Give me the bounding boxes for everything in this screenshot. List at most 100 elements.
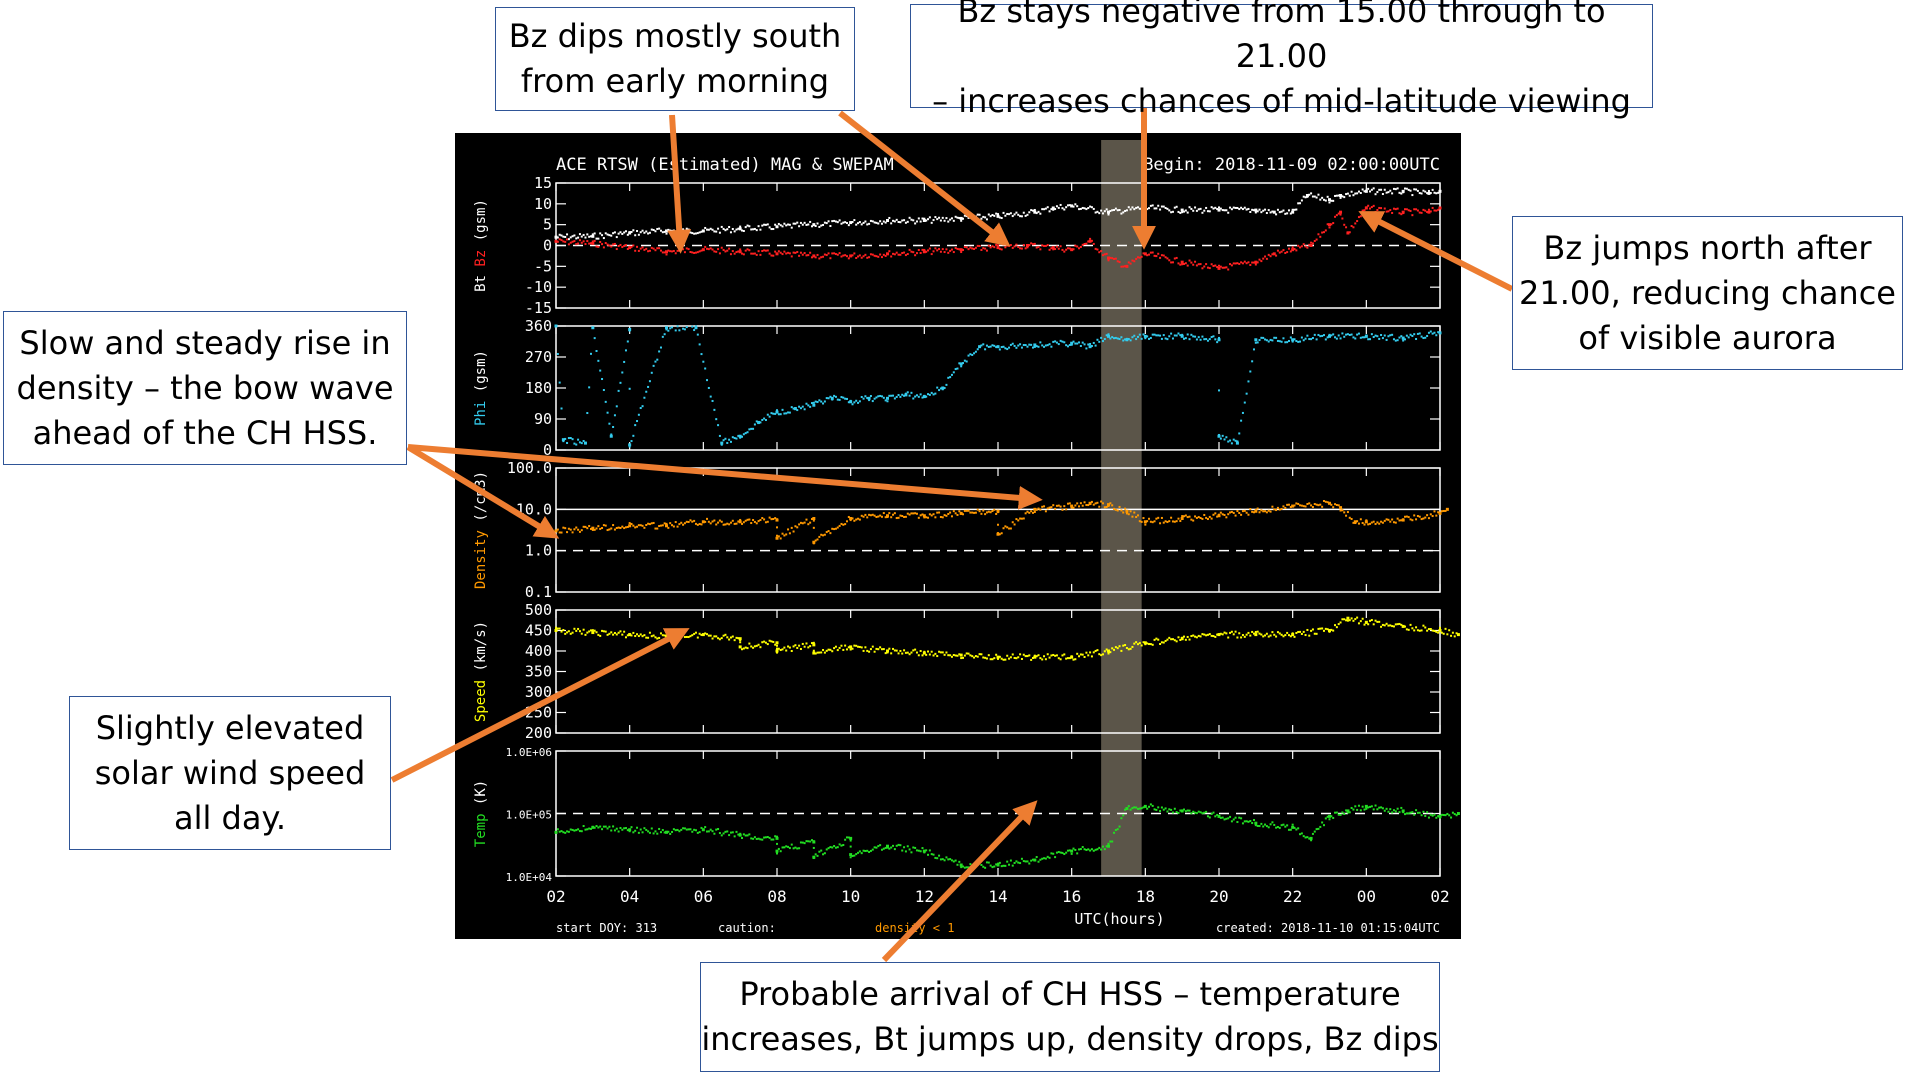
scatter-dot bbox=[831, 846, 834, 849]
scatter-dot bbox=[772, 412, 775, 415]
scatter-dot bbox=[706, 830, 709, 833]
scatter-dot bbox=[1205, 634, 1208, 637]
scatter-dot bbox=[941, 516, 944, 519]
scatter-dot bbox=[1030, 343, 1033, 346]
scatter-dot bbox=[903, 219, 906, 222]
scatter-dot bbox=[1028, 511, 1031, 514]
scatter-dot bbox=[779, 850, 782, 853]
scatter-dot bbox=[1405, 628, 1408, 631]
scatter-dot bbox=[825, 254, 828, 257]
scatter-dot bbox=[862, 515, 865, 518]
scatter-dot bbox=[558, 233, 561, 236]
scatter-dot bbox=[1052, 208, 1055, 211]
scatter-dot bbox=[1230, 820, 1233, 823]
scatter-dot bbox=[1229, 263, 1232, 266]
scatter-dot bbox=[1151, 251, 1154, 254]
data-point bbox=[1070, 849, 1074, 853]
scatter-dot bbox=[1394, 188, 1397, 191]
scatter-dot bbox=[588, 524, 591, 527]
scatter-dot bbox=[873, 254, 876, 257]
scatter-dot bbox=[1422, 810, 1425, 813]
scatter-dot bbox=[1370, 805, 1373, 808]
scatter-dot bbox=[1155, 334, 1158, 337]
scatter-dot bbox=[1313, 333, 1316, 336]
scatter-dot bbox=[823, 651, 826, 654]
scatter-dot bbox=[1302, 630, 1305, 633]
data-point bbox=[1309, 244, 1313, 247]
scatter-dot bbox=[1214, 815, 1217, 818]
scatter-dot bbox=[1276, 825, 1279, 828]
scatter-dot bbox=[1043, 345, 1046, 348]
scatter-dot bbox=[919, 514, 922, 517]
scatter-dot bbox=[593, 239, 596, 242]
data-point bbox=[996, 214, 1000, 218]
scatter-dot bbox=[770, 254, 773, 257]
scatter-dot bbox=[895, 251, 898, 254]
y-tick-label: 200 bbox=[525, 724, 552, 742]
scatter-dot bbox=[960, 866, 963, 869]
scatter-dot bbox=[737, 250, 740, 253]
scatter-dot bbox=[1195, 264, 1198, 267]
scatter-dot bbox=[1225, 209, 1228, 212]
arrow-hss-arrival bbox=[881, 800, 1038, 963]
scatter-dot bbox=[1175, 205, 1178, 208]
scatter-dot bbox=[980, 217, 983, 220]
scatter-dot bbox=[1402, 518, 1405, 521]
scatter-dot bbox=[980, 344, 983, 347]
scatter-dot bbox=[1300, 832, 1303, 835]
scatter-dot bbox=[1249, 508, 1252, 511]
data-point bbox=[1427, 191, 1431, 195]
scatter-dot bbox=[956, 216, 959, 219]
scatter-dot bbox=[1031, 209, 1034, 212]
scatter-dot bbox=[1264, 823, 1267, 826]
scatter-dot bbox=[805, 642, 808, 645]
scatter-dot bbox=[1066, 204, 1069, 207]
scatter-dot bbox=[1159, 522, 1162, 525]
scatter-dot bbox=[1345, 514, 1348, 517]
scatter-dot bbox=[613, 829, 616, 832]
scatter-dot bbox=[1083, 343, 1086, 346]
scatter-dot bbox=[1219, 265, 1222, 268]
data-point bbox=[922, 651, 926, 655]
y-axis-label-part: Speed bbox=[473, 680, 489, 722]
scatter-dot bbox=[1081, 243, 1084, 246]
scatter-dot bbox=[974, 246, 977, 249]
scatter-dot bbox=[711, 248, 714, 251]
scatter-dot bbox=[1195, 636, 1198, 639]
scatter-dot bbox=[1026, 655, 1029, 658]
scatter-dot bbox=[1251, 360, 1254, 363]
scatter-dot bbox=[939, 219, 942, 222]
scatter-dot bbox=[757, 225, 760, 228]
scatter-dot bbox=[945, 856, 948, 859]
hss-arrival-band bbox=[1101, 140, 1142, 876]
scatter-dot bbox=[757, 643, 760, 646]
scatter-dot bbox=[1089, 205, 1092, 208]
scatter-dot bbox=[1387, 191, 1390, 194]
scatter-dot bbox=[1019, 653, 1022, 656]
scatter-dot bbox=[1426, 811, 1429, 814]
scatter-dot bbox=[1125, 209, 1128, 212]
scatter-dot bbox=[1238, 262, 1241, 265]
scatter-dot bbox=[927, 650, 930, 653]
scatter-dot bbox=[1335, 337, 1338, 340]
scatter-dot bbox=[613, 242, 616, 245]
scatter-dot bbox=[1275, 254, 1278, 257]
scatter-dot bbox=[1357, 190, 1360, 193]
scatter-dot bbox=[820, 400, 823, 403]
scatter-dot bbox=[1326, 501, 1329, 504]
scatter-dot bbox=[1090, 206, 1093, 209]
scatter-dot bbox=[1214, 264, 1217, 267]
scatter-dot bbox=[1304, 634, 1307, 637]
scatter-dot bbox=[936, 386, 939, 389]
scatter-dot bbox=[952, 251, 955, 254]
scatter-dot bbox=[770, 412, 773, 415]
scatter-dot bbox=[639, 633, 642, 636]
data-point bbox=[1254, 338, 1258, 342]
scatter-dot bbox=[575, 243, 578, 246]
scatter-dot bbox=[993, 508, 996, 511]
scatter-dot bbox=[750, 427, 753, 430]
scatter-dot bbox=[630, 245, 633, 248]
scatter-dot bbox=[626, 525, 629, 528]
y-tick-label: 360 bbox=[525, 317, 552, 335]
scatter-dot bbox=[1122, 511, 1125, 514]
